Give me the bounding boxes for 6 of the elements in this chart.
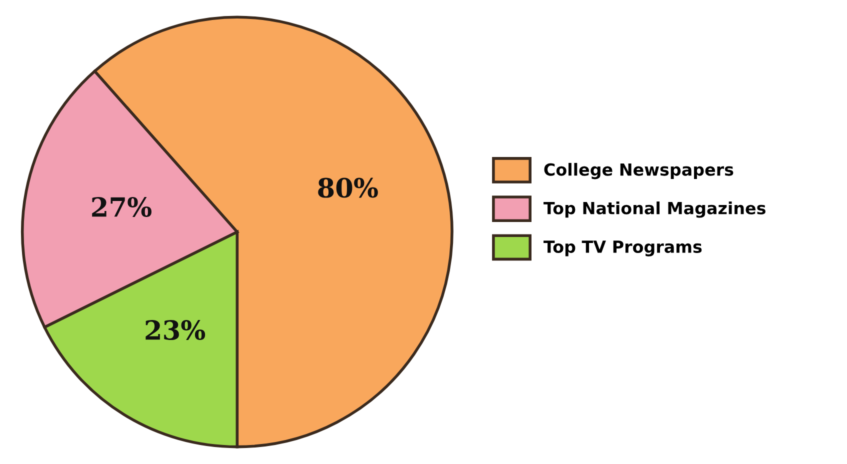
data-label: 27%: [92, 196, 152, 217]
legend-label: Top TV Programs: [544, 240, 702, 256]
data-label: 23%: [146, 320, 206, 340]
legend-label: College Newspapers: [544, 162, 734, 180]
legend-label: Top National Magazines: [544, 202, 766, 218]
data-label: 80%: [318, 178, 378, 198]
